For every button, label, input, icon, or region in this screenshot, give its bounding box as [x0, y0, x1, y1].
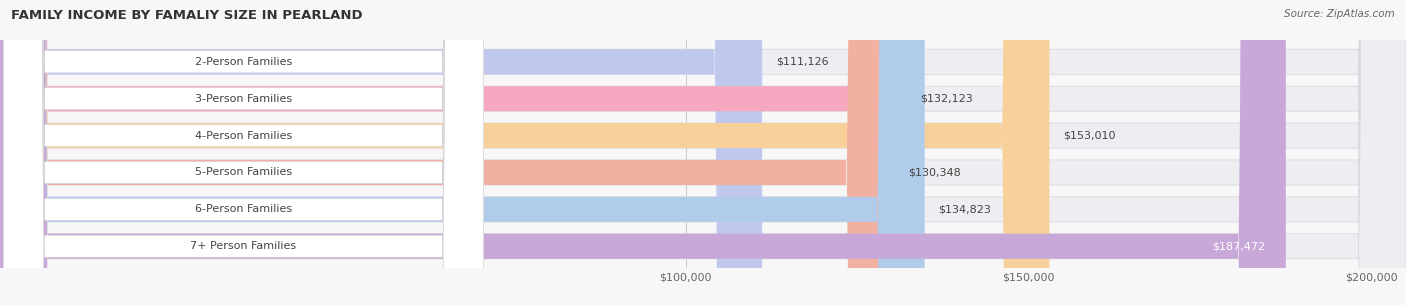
- FancyBboxPatch shape: [0, 0, 907, 305]
- FancyBboxPatch shape: [0, 0, 894, 305]
- FancyBboxPatch shape: [3, 0, 484, 305]
- FancyBboxPatch shape: [0, 0, 1049, 305]
- Text: 3-Person Families: 3-Person Families: [195, 94, 292, 104]
- Text: $134,823: $134,823: [938, 204, 991, 214]
- Text: $111,126: $111,126: [776, 57, 828, 67]
- FancyBboxPatch shape: [3, 0, 484, 305]
- Text: 5-Person Families: 5-Person Families: [195, 167, 292, 178]
- Text: 4-Person Families: 4-Person Families: [195, 131, 292, 141]
- Text: 7+ Person Families: 7+ Person Families: [190, 241, 297, 251]
- FancyBboxPatch shape: [0, 0, 1285, 305]
- Text: 2-Person Families: 2-Person Families: [195, 57, 292, 67]
- FancyBboxPatch shape: [0, 0, 925, 305]
- FancyBboxPatch shape: [0, 0, 762, 305]
- FancyBboxPatch shape: [3, 0, 484, 305]
- Text: $132,123: $132,123: [920, 94, 973, 104]
- Text: Source: ZipAtlas.com: Source: ZipAtlas.com: [1284, 9, 1395, 19]
- Text: $153,010: $153,010: [1063, 131, 1115, 141]
- FancyBboxPatch shape: [3, 0, 484, 305]
- FancyBboxPatch shape: [3, 0, 484, 305]
- Text: FAMILY INCOME BY FAMALIY SIZE IN PEARLAND: FAMILY INCOME BY FAMALIY SIZE IN PEARLAN…: [11, 9, 363, 22]
- Text: $187,472: $187,472: [1212, 241, 1265, 251]
- Text: $130,348: $130,348: [908, 167, 960, 178]
- Text: 6-Person Families: 6-Person Families: [195, 204, 292, 214]
- FancyBboxPatch shape: [3, 0, 484, 305]
